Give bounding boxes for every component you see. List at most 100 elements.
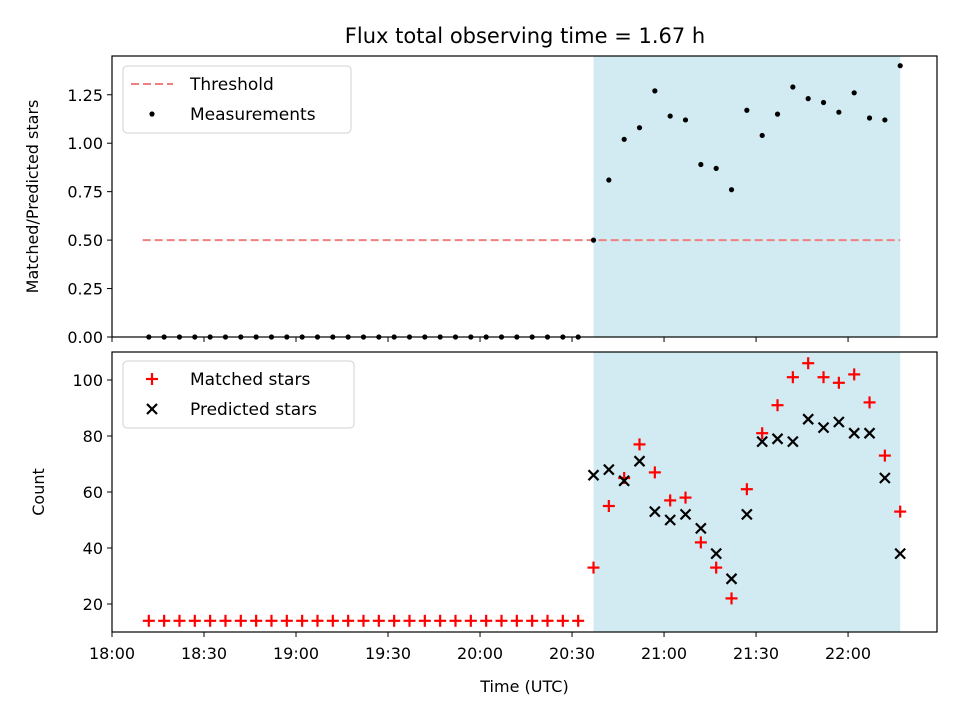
matched-star-point [204,614,217,627]
count-panel: 20 40 60 80 100 18:00 18:30 19:00 19:30 20:00 20:… [29,351,938,696]
count-legend-box [122,360,355,429]
predicted-star-point [756,435,768,448]
measurement-point [713,165,719,171]
matched-star-point [250,614,263,627]
measurement-point [606,177,612,183]
ratio-y-tick-label: 0.75 [67,183,103,202]
legend-predicted-swatch [146,403,158,415]
ratio-y-tick-label: 0.25 [67,280,103,299]
observing-span-top [593,56,901,337]
ratio-y-tick-label: 0.50 [67,231,103,250]
matched-star-point [158,614,171,627]
matched-star-point [710,561,723,574]
matched-star-point [464,614,477,627]
measurement-point [590,237,597,243]
matched-star-point [219,614,232,627]
matched-star-point [541,614,554,627]
ratio-panel: 0.00 0.25 0.50 0.75 1.00 1.25 Matched/Predict… [23,55,938,347]
predicted-star-point [618,475,630,487]
predicted-star-point [833,416,845,428]
predicted-star-point [664,514,676,526]
count-x-tick-label: 19:30 [365,644,411,663]
predicted-star-point [879,472,891,484]
matched-star-point [403,614,416,627]
matched-star-point [878,449,891,462]
matched-star-point [280,614,293,627]
matched-star-point [832,376,845,389]
matched-star-point [771,399,784,412]
measurement-point [820,99,827,106]
matched-star-point [142,614,155,627]
matched-star-point [817,371,830,384]
measurement-point [759,132,765,139]
matched-star-point [296,614,309,627]
measurement-point [882,117,888,123]
legend-matched-label: Matched stars [190,370,310,390]
measurement-point [636,125,643,131]
matched-star-point [725,592,738,605]
predicted-star-point [771,433,784,445]
count-y-tick-label: 60 [83,483,103,502]
legend-measurements-label: Measurements [190,105,316,125]
measurement-point [836,109,842,115]
count-y-tick-label: 40 [83,539,103,558]
measurement-point [698,161,704,168]
legend-plus-marker [146,373,158,385]
measurement-point [851,90,857,96]
ratio-y-tick-label: 1.25 [67,86,103,105]
count-x-tick-label: 21:00 [641,644,687,663]
matched-star-point [326,614,339,627]
matched-star-point [372,614,385,627]
matched-star-point [572,614,585,627]
predicted-star-point [741,508,753,521]
matched-star-point [495,614,508,627]
predicted-star-point [817,421,830,434]
legend-predicted-label: Predicted stars [190,400,317,420]
measurement-point [728,187,735,193]
matched-star-point [679,491,692,504]
legend-cross-marker [146,403,158,415]
predicted-star-point [848,427,860,439]
matched-star-point [648,466,661,479]
matched-star-point [357,614,370,627]
matched-star-point [602,500,615,512]
time-x-axis-label: Time (UTC) [479,677,568,696]
predicted-star-point [695,522,707,535]
matched-star-point [633,438,646,451]
legend-threshold-label: Threshold [189,75,274,95]
matched-star-point [848,368,861,381]
matched-star-point [526,614,539,627]
matched-star-point [434,614,447,627]
predicted-star-point [633,455,646,467]
ratio-y-axis-label: Matched/Predicted stars [23,100,42,294]
matched-star-point [894,505,907,518]
matched-star-point [740,483,753,496]
count-x-tick-label: 20:00 [457,644,503,663]
count-x-tick-label: 22:00 [825,644,871,663]
count-legend: Matched stars Predicted stars [122,360,355,429]
predicted-star-point [603,463,615,476]
predicted-star-point [894,547,906,560]
count-y-tick-label: 20 [83,595,103,614]
measurement-point [682,117,689,123]
matched-star-point [449,614,462,627]
count-x-tick-label: 18:30 [181,644,227,663]
matched-star-point [786,371,799,384]
count-y-tick-label: 100 [72,371,103,390]
matched-star-point [510,614,523,627]
matched-star-point [342,614,355,627]
count-y-tick-label: 80 [83,427,103,446]
predicted-stars-points [587,413,906,585]
ratio-legend: Threshold Measurements [122,65,352,134]
ratio-y-tick-label: 0.00 [67,328,103,347]
count-x-tick-label: 21:30 [733,644,779,663]
predicted-star-point [802,413,814,425]
chart-title: Flux total observing time = 1.67 h [345,24,705,48]
predicted-star-point [649,505,661,518]
matched-star-point [311,614,324,627]
predicted-star-point [863,427,876,439]
predicted-star-point [725,573,738,585]
predicted-star-point [679,508,692,521]
matched-star-point [587,561,600,574]
